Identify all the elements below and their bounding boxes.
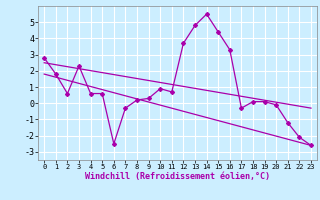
X-axis label: Windchill (Refroidissement éolien,°C): Windchill (Refroidissement éolien,°C) — [85, 172, 270, 181]
